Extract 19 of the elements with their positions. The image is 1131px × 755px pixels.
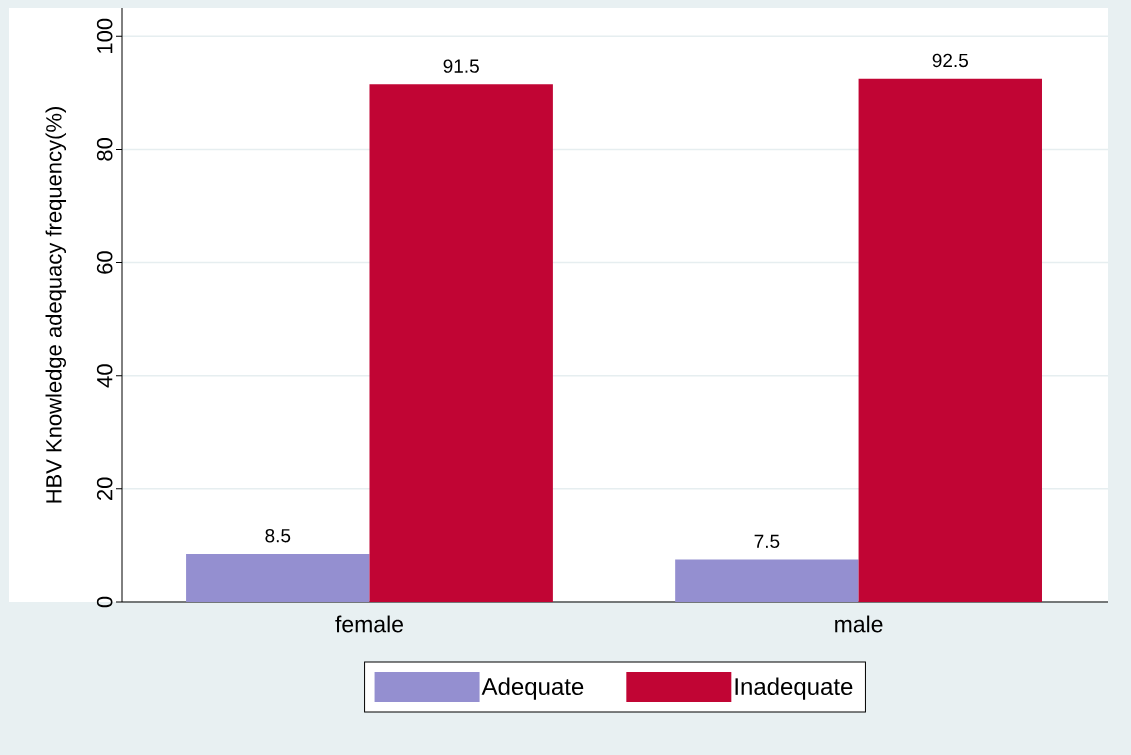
data-label: 92.5 xyxy=(932,53,968,68)
bar xyxy=(675,559,859,602)
y-tick-label: 80 xyxy=(96,138,113,161)
bar xyxy=(858,78,1042,602)
y-tick-label: 0 xyxy=(96,596,113,608)
legend-label: Adequate xyxy=(481,677,584,700)
x-tick-label: female xyxy=(335,615,403,633)
bar xyxy=(369,84,553,602)
y-tick-label: 40 xyxy=(96,364,113,388)
data-label: 7.5 xyxy=(754,534,780,549)
data-label: 8.5 xyxy=(265,528,291,543)
y-tick-label: 20 xyxy=(96,477,113,500)
legend-label: Inadequate xyxy=(735,677,853,700)
y-tick-label: 60 xyxy=(96,251,113,274)
data-label: 91.5 xyxy=(443,59,479,73)
x-tick-label: male xyxy=(835,615,883,633)
bar xyxy=(186,553,370,602)
y-axis-title: HBV Knowledge adequacy frequency(%) xyxy=(45,107,67,503)
y-tick-label: 100 xyxy=(96,18,113,53)
